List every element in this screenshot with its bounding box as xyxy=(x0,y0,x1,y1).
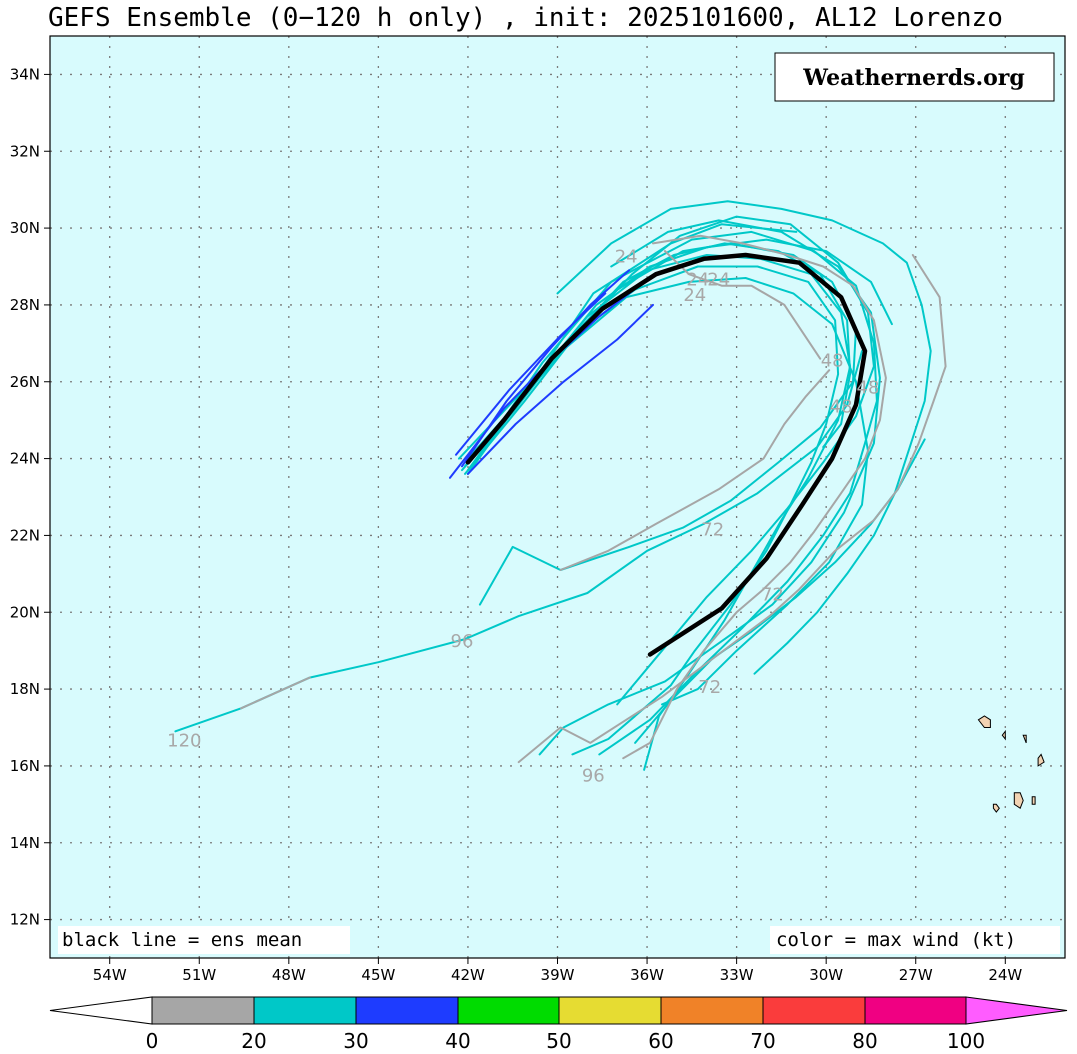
forecast-hour-label: 48 xyxy=(857,377,880,398)
colorbar-label: 80 xyxy=(852,1029,877,1053)
axis-tick-labels: 54W 51W 48W 45W 42W 39W 36W 33W 30W 27W 24W 12N 14N 1… xyxy=(10,65,1023,984)
forecast-hour-label: 24 xyxy=(615,247,638,268)
ensemble-member-track xyxy=(240,676,311,710)
island-shape xyxy=(1001,729,1006,741)
ensemble-member-track xyxy=(664,250,822,360)
lat-tick-label: 12N xyxy=(10,911,40,929)
mean-track-line xyxy=(465,252,868,657)
lon-tick-label: 30W xyxy=(809,966,843,984)
island-shape xyxy=(1037,753,1045,767)
ensemble-mean-track xyxy=(465,252,868,657)
forecast-hour-label: 72 xyxy=(761,585,784,606)
cape-verde-islands xyxy=(977,715,1045,813)
colorbar-label: 60 xyxy=(648,1029,673,1053)
ensemble-member-track xyxy=(455,292,607,456)
ensemble-member-track xyxy=(461,269,631,468)
forecast-hour-label: 96 xyxy=(582,765,605,786)
ens-mean-note: black line = ens mean xyxy=(62,929,302,951)
colorbar-label: 30 xyxy=(343,1029,368,1053)
colorbar-segment xyxy=(762,996,866,1025)
lat-tick-label: 14N xyxy=(10,834,40,852)
ensemble-member-track xyxy=(466,277,869,706)
ensemble-member-track xyxy=(559,369,831,571)
lat-tick-label: 22N xyxy=(10,526,40,544)
forecast-hour-label: 48 xyxy=(821,350,844,371)
lon-tick-label: 54W xyxy=(93,966,127,984)
watermark-box: Weathernerds.org xyxy=(774,52,1055,102)
island-shape xyxy=(1022,734,1027,744)
island-shape xyxy=(977,715,991,728)
lat-tick-label: 20N xyxy=(10,603,40,621)
island-shape xyxy=(992,803,1000,813)
colorbar-label: 50 xyxy=(546,1029,571,1053)
lon-tick-label: 51W xyxy=(182,966,216,984)
legend-note-left: black line = ens mean xyxy=(58,926,350,954)
colorbar-segment xyxy=(558,996,662,1025)
wind-colorbar: 0 20 30 40 50 60 70 80 100 xyxy=(49,996,1068,1053)
lat-tick-label: 32N xyxy=(10,142,40,160)
forecast-hour-label: 72 xyxy=(701,519,724,540)
colorbar-low-arrow xyxy=(49,996,153,1025)
lon-tick-label: 33W xyxy=(720,966,754,984)
ensemble-member-track xyxy=(517,254,947,764)
forecast-hour-label: 24 xyxy=(686,270,709,291)
lat-tick-label: 30N xyxy=(10,219,40,237)
colorbar-label: 40 xyxy=(445,1029,470,1053)
forecast-hour-label: 24 xyxy=(707,270,730,291)
colorbar-label: 70 xyxy=(750,1029,775,1053)
map-title: GEFS Ensemble (0−120 h only) , init: 202… xyxy=(48,3,1003,33)
lon-tick-label: 45W xyxy=(361,966,395,984)
ensemble-member-track xyxy=(556,200,932,675)
lon-tick-label: 36W xyxy=(630,966,664,984)
colorbar-high-arrow xyxy=(965,996,1068,1025)
colorbar-label: 100 xyxy=(947,1029,985,1053)
colorbar-label: 20 xyxy=(241,1029,266,1053)
lat-tick-label: 28N xyxy=(10,296,40,314)
watermark-text: Weathernerds.org xyxy=(802,65,1025,91)
forecast-hour-label: 96 xyxy=(451,631,474,652)
lat-tick-label: 16N xyxy=(10,757,40,775)
lat-tick-label: 24N xyxy=(10,450,40,468)
colorbar-segment xyxy=(457,996,560,1025)
lon-tick-label: 42W xyxy=(451,966,485,984)
forecast-hour-label: 72 xyxy=(698,677,721,698)
island-shape xyxy=(1031,796,1036,805)
colorbar-segment xyxy=(253,996,357,1025)
colorbar-label: 0 xyxy=(146,1029,159,1053)
lat-tick-label: 26N xyxy=(10,373,40,391)
lon-tick-label: 27W xyxy=(899,966,933,984)
forecast-hour-label: 24 xyxy=(683,285,706,306)
ensemble-member-track xyxy=(622,234,887,760)
lon-tick-label: 24W xyxy=(988,966,1022,984)
lat-tick-label: 18N xyxy=(10,680,40,698)
ensemble-member-track xyxy=(466,303,654,475)
max-wind-note: color = max wind (kt) xyxy=(776,929,1016,951)
colorbar-segment xyxy=(355,996,459,1025)
forecast-hour-label: 120 xyxy=(167,731,201,752)
legend-note-right: color = max wind (kt) xyxy=(770,926,1060,954)
lat-tick-label: 34N xyxy=(10,65,40,83)
colorbar-segment xyxy=(151,996,255,1025)
ensemble-member-track xyxy=(538,219,881,756)
lon-tick-label: 39W xyxy=(541,966,575,984)
colorbar-segment xyxy=(864,996,967,1025)
colorbar-segment xyxy=(660,996,764,1025)
island-shape xyxy=(1013,792,1024,809)
lon-tick-label: 48W xyxy=(272,966,306,984)
forecast-hour-label: 48 xyxy=(830,396,853,417)
